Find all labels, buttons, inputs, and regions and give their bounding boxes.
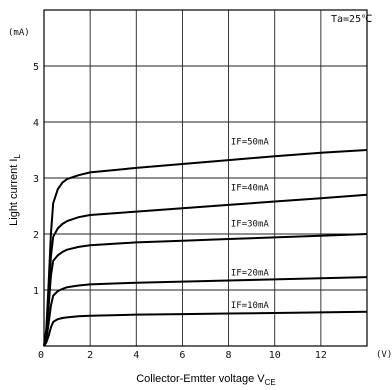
series-label: IF=10mA bbox=[231, 301, 270, 311]
y-tick-label: 2 bbox=[33, 230, 39, 241]
y-axis-label: Light current IL bbox=[8, 154, 22, 226]
y-unit-label: (mA) bbox=[8, 28, 30, 38]
y-tick-label: 3 bbox=[33, 174, 39, 185]
x-tick-label: 12 bbox=[315, 350, 327, 361]
labels: 0 2 4 6 8 10 1212345IF=10mAIF=20mAIF=30mAIF=40… bbox=[33, 62, 327, 361]
series-line bbox=[43, 310, 368, 347]
series-line bbox=[43, 276, 368, 347]
grid bbox=[43, 9, 368, 347]
x-tick-label: 4 bbox=[133, 350, 139, 361]
series-label: IF=50mA bbox=[231, 137, 270, 147]
series-line bbox=[43, 193, 368, 347]
y-tick-label: 4 bbox=[33, 118, 39, 129]
curves bbox=[43, 149, 368, 347]
condition-label: Ta=25℃ bbox=[331, 14, 372, 25]
x-tick-label: 0 bbox=[38, 350, 44, 361]
series-label: IF=30mA bbox=[231, 220, 270, 230]
series-line bbox=[43, 149, 368, 347]
x-tick-label: 10 bbox=[269, 350, 281, 361]
x-unit-label: (V) bbox=[376, 350, 392, 360]
y-tick-label: 1 bbox=[33, 286, 39, 297]
x-tick-label: 8 bbox=[226, 350, 232, 361]
series-label: IF=20mA bbox=[231, 268, 270, 278]
x-tick-label: 6 bbox=[179, 350, 185, 361]
y-tick-label: 5 bbox=[33, 62, 39, 73]
plot-frame bbox=[43, 9, 368, 347]
x-axis-label: Collector-Emtter voltage VCE bbox=[136, 373, 276, 387]
x-tick-label: 2 bbox=[87, 350, 93, 361]
series-label: IF=40mA bbox=[231, 183, 270, 193]
